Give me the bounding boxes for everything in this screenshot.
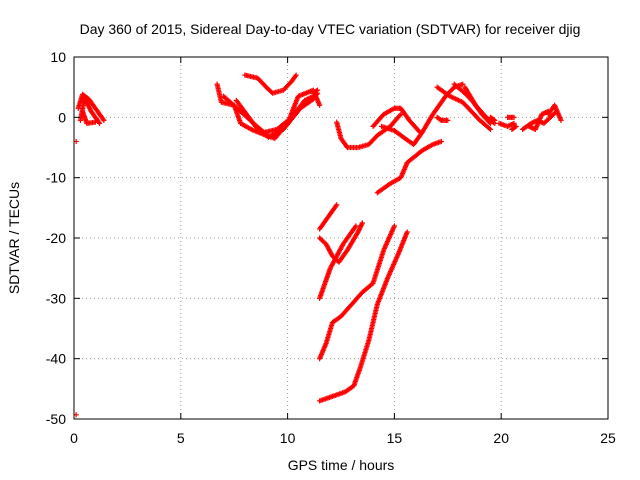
data-track bbox=[79, 108, 98, 126]
data-point bbox=[397, 112, 403, 119]
y-tick-label: -20 bbox=[46, 230, 66, 246]
data-point bbox=[317, 102, 323, 108]
data-track bbox=[545, 102, 564, 123]
data-point bbox=[487, 126, 494, 132]
data-track bbox=[370, 105, 423, 136]
data-point bbox=[293, 72, 299, 78]
data-point bbox=[353, 223, 359, 229]
data-point bbox=[492, 117, 498, 123]
data-track bbox=[487, 114, 498, 123]
data-track bbox=[317, 223, 359, 301]
y-tick-label: -50 bbox=[46, 411, 66, 427]
data-track bbox=[505, 114, 517, 120]
data-point bbox=[460, 81, 466, 87]
data-point bbox=[101, 117, 107, 123]
x-tick-label: 20 bbox=[493, 430, 509, 446]
data-point bbox=[359, 220, 365, 226]
data-point bbox=[438, 138, 444, 145]
x-tick-label: 10 bbox=[280, 430, 296, 446]
data-track bbox=[462, 84, 498, 126]
data-marks bbox=[73, 72, 564, 418]
data-point bbox=[92, 119, 98, 125]
data-point bbox=[97, 120, 103, 126]
data-track bbox=[434, 114, 451, 123]
data-track bbox=[374, 138, 444, 196]
y-tick-label: 10 bbox=[50, 49, 66, 65]
data-point bbox=[314, 87, 321, 93]
y-tick-label: -40 bbox=[46, 351, 66, 367]
data-point bbox=[511, 114, 517, 120]
data-point bbox=[334, 202, 340, 208]
data-track bbox=[317, 220, 365, 265]
x-tick-label: 0 bbox=[70, 430, 78, 446]
data-point bbox=[491, 116, 497, 123]
data-track bbox=[434, 84, 494, 132]
x-tick-label: 25 bbox=[600, 430, 616, 446]
data-point bbox=[437, 116, 443, 123]
data-point bbox=[558, 117, 564, 123]
data-track bbox=[509, 123, 519, 132]
data-point bbox=[313, 88, 320, 94]
data-point bbox=[404, 229, 410, 235]
axis-ticks: 0 5 10 15 20 25 -50 -40 -30 -20 -10 0 10 bbox=[46, 49, 616, 446]
data-track bbox=[317, 202, 340, 232]
data-track bbox=[378, 81, 466, 148]
data-track bbox=[317, 223, 397, 362]
data-point bbox=[511, 120, 517, 126]
data-track bbox=[317, 229, 410, 404]
x-tick-label: 15 bbox=[387, 430, 403, 446]
data-track bbox=[310, 87, 321, 96]
grid-lines bbox=[74, 57, 608, 419]
data-track bbox=[242, 72, 299, 96]
data-point bbox=[513, 123, 519, 129]
data-point bbox=[445, 117, 451, 123]
data-track bbox=[496, 120, 517, 129]
chart-title: Day 360 of 2015, Sidereal Day-to-day VTE… bbox=[80, 21, 581, 37]
data-point bbox=[391, 223, 397, 229]
y-tick-label: 0 bbox=[58, 109, 66, 125]
data-point bbox=[512, 124, 518, 130]
y-tick-label: -10 bbox=[46, 170, 66, 186]
data-track bbox=[526, 108, 551, 132]
y-axis-label: SDTVAR / TECUs bbox=[6, 182, 22, 294]
y-tick-label: -30 bbox=[46, 290, 66, 306]
data-track bbox=[220, 93, 316, 136]
x-axis-label: GPS time / hours bbox=[288, 457, 395, 473]
x-tick-label: 5 bbox=[177, 430, 185, 446]
